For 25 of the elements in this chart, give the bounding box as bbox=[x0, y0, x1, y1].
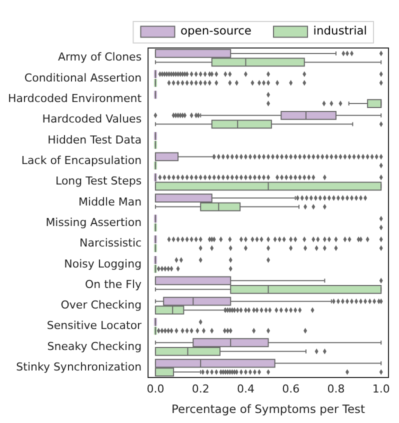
y-tick-label: Sneaky Checking bbox=[47, 340, 142, 353]
y-tick-label: Army of Clones bbox=[58, 50, 142, 64]
y-tick-label: Hardcoded Environment bbox=[8, 92, 142, 105]
x-tick-label: 0.2 bbox=[192, 382, 210, 396]
y-tick-label: Conditional Assertion bbox=[24, 71, 142, 84]
y-tick-label: Hardcoded Values bbox=[42, 112, 142, 126]
y-tick-label: On the Fly bbox=[84, 278, 142, 291]
y-tick-label: Hidden Test Data bbox=[48, 133, 142, 146]
x-tick-label: 0.6 bbox=[282, 382, 300, 396]
x-axis-title: Percentage of Symptoms per Test bbox=[172, 402, 366, 416]
x-tick-label: 0.4 bbox=[236, 382, 254, 396]
legend-label: industrial bbox=[313, 24, 368, 38]
y-tick-label: Lack of Encapsulation bbox=[21, 154, 142, 167]
y-tick-label: Middle Man bbox=[78, 195, 142, 208]
y-tick-label: Sensitive Locator bbox=[46, 319, 142, 332]
y-tick-label: Over Checking bbox=[60, 298, 142, 312]
y-tick-label: Narcissistic bbox=[80, 236, 142, 250]
x-tick-label: 0.0 bbox=[146, 382, 164, 396]
y-tick-label: Noisy Logging bbox=[64, 257, 142, 270]
x-tick-label: 1.0 bbox=[372, 382, 390, 396]
legend-label: open-source bbox=[180, 24, 252, 38]
y-tick-label: Missing Assertion bbox=[46, 216, 142, 229]
y-tick-label: Long Test Steps bbox=[56, 174, 142, 188]
x-tick-label: 0.8 bbox=[327, 382, 345, 396]
y-tick-label: Stinky Synchronization bbox=[16, 360, 142, 374]
